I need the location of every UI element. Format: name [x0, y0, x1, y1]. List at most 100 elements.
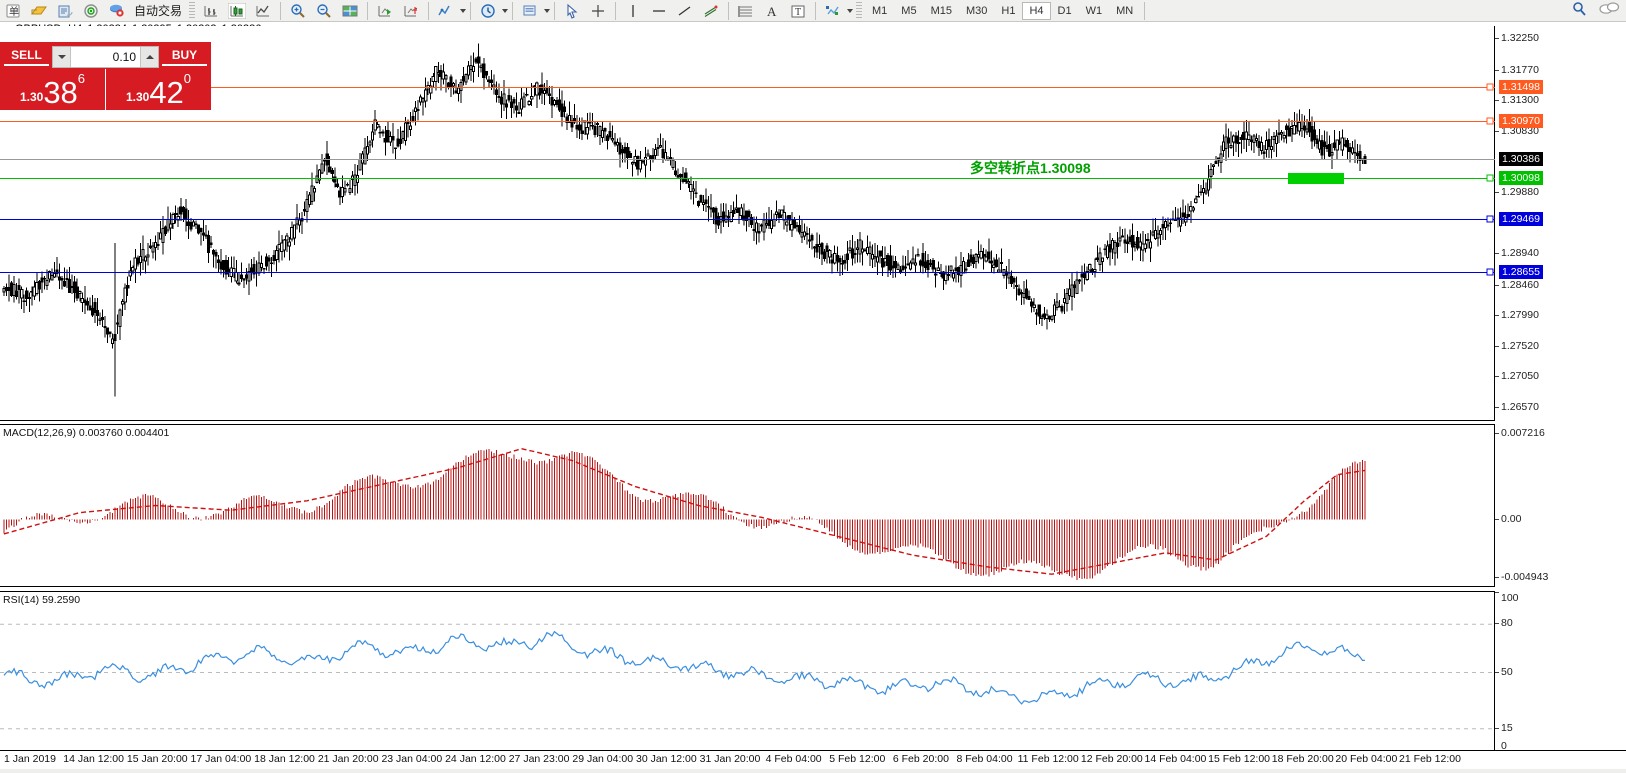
price-axis-tick: 1.31300: [1501, 94, 1539, 107]
level-label-pivot-level[interactable]: 1.30098: [1499, 171, 1543, 186]
rsi-pane[interactable]: RSI(14) 59.2590: [0, 591, 1495, 754]
line-chart-icon[interactable]: [250, 1, 276, 21]
toolbar-sep-2: [367, 1, 369, 20]
period-icon[interactable]: [475, 1, 501, 21]
autotrading-label[interactable]: 自动交易: [134, 4, 183, 18]
toolbar-right-group[interactable]: [1571, 1, 1620, 17]
rsi-axis[interactable]: 100 80 50 15 0: [1495, 591, 1626, 754]
time-axis-label: 31 Jan 20:00: [699, 753, 761, 765]
volume-decrease-button[interactable]: [53, 47, 71, 67]
crosshair-icon[interactable]: [585, 1, 611, 21]
level-label-resistance-lower[interactable]: 1.30970: [1499, 114, 1543, 129]
axis-tick-mark: [1495, 671, 1499, 673]
volume-increase-button[interactable]: [140, 47, 158, 67]
level-handle-resistance-lower[interactable]: [1486, 117, 1494, 125]
grid-icon[interactable]: [337, 1, 363, 21]
fibonacci-icon[interactable]: [733, 1, 759, 21]
toolbar-sep-7: [615, 1, 617, 20]
time-axis-label: 15 Feb 12:00: [1208, 753, 1271, 765]
time-axis-label: 14 Feb 04:00: [1144, 753, 1207, 765]
indicators-icon[interactable]: [433, 1, 459, 21]
time-axis[interactable]: 1 Jan 2019 14 Jan 12:00 15 Jan 20:00 17 Jan…: [0, 750, 1626, 773]
level-line-last-price[interactable]: [0, 159, 1495, 161]
macd-axis[interactable]: 0.007216 0.00 -0.004943: [1495, 424, 1626, 587]
level-label-resistance-upper[interactable]: 1.31498: [1499, 80, 1543, 95]
zoom-in-icon[interactable]: [285, 1, 311, 21]
level-handle-support-lower[interactable]: [1486, 268, 1494, 276]
sell-price-sup: 6: [77, 71, 86, 86]
search-icon[interactable]: [1571, 1, 1588, 17]
news-icon[interactable]: [52, 1, 78, 21]
toolbar-grip-2[interactable]: [856, 1, 863, 20]
bar-chart-icon[interactable]: [198, 1, 224, 21]
signals-icon[interactable]: [78, 1, 104, 21]
timeframe-m30[interactable]: M30: [965, 4, 988, 17]
timeframe-m5[interactable]: M5: [901, 4, 917, 17]
sell-price[interactable]: 1.30 38 6: [0, 69, 106, 110]
time-axis-label: 12 Feb 20:00: [1080, 753, 1143, 765]
level-line-resistance-lower[interactable]: [0, 121, 1495, 123]
chat-icon[interactable]: [1598, 1, 1620, 17]
templates-dropdown-caret[interactable]: [544, 8, 551, 13]
candlestick-chart-icon[interactable]: [224, 1, 250, 21]
vertical-line-icon[interactable]: [620, 1, 646, 21]
market-icon[interactable]: [104, 1, 130, 21]
level-label-support-upper[interactable]: 1.29469: [1499, 211, 1543, 226]
level-handle-resistance-upper[interactable]: [1486, 83, 1494, 91]
level-handle-pivot-level[interactable]: [1486, 174, 1494, 182]
trendline-icon[interactable]: [672, 1, 698, 21]
level-line-support-upper[interactable]: [0, 218, 1495, 220]
templates-icon[interactable]: [517, 1, 543, 21]
buy-price[interactable]: 1.30 42 0: [106, 69, 211, 110]
volume-input[interactable]: 0.10: [112, 50, 136, 64]
zoom-out-icon[interactable]: [311, 1, 337, 21]
horizontal-line-icon[interactable]: [646, 1, 672, 21]
buy-price-big: 42: [149, 75, 184, 110]
time-axis-label: 11 Feb 12:00: [1017, 753, 1079, 765]
level-line-resistance-upper[interactable]: [0, 87, 1495, 89]
objects-dropdown-caret[interactable]: [847, 8, 854, 13]
timeframe-m15[interactable]: M15: [930, 4, 952, 17]
toolbar-sep-4: [470, 1, 472, 20]
buy-button[interactable]: BUY: [162, 48, 207, 66]
main-toolbar[interactable]: 单 自动交易: [0, 0, 1626, 22]
indicators-dropdown-caret[interactable]: [460, 8, 467, 13]
time-axis-label: 18 Feb 20:00: [1271, 753, 1334, 765]
volume-stepper[interactable]: 0.10: [52, 46, 159, 68]
level-line-pivot-level[interactable]: [0, 178, 1495, 180]
axis-tick-mark: [1495, 69, 1499, 71]
timeframe-h4[interactable]: H4: [1022, 1, 1051, 20]
period-dropdown-caret[interactable]: [502, 8, 509, 13]
channel-icon[interactable]: [698, 1, 724, 21]
cursor-icon[interactable]: [559, 1, 585, 21]
sell-button[interactable]: SELL: [4, 48, 49, 66]
timeframe-mn[interactable]: MN: [1116, 4, 1134, 17]
timeframe-d1[interactable]: D1: [1057, 4, 1072, 17]
rsi-axis-tick: 100: [1501, 592, 1519, 604]
axis-tick-mark: [1495, 407, 1499, 409]
timeframe-w1[interactable]: W1: [1085, 4, 1103, 17]
toolbar-grip-1[interactable]: [189, 1, 196, 20]
price-pane[interactable]: [0, 26, 1495, 421]
chart-annotation[interactable]: 多空转折点1.30098: [970, 160, 1091, 177]
autoscroll-icon[interactable]: [372, 1, 398, 21]
level-handle-support-upper[interactable]: [1486, 215, 1494, 223]
timeframe-h1[interactable]: H1: [1001, 4, 1016, 17]
label-icon[interactable]: T: [785, 1, 811, 21]
one-click-trading-panel[interactable]: SELL 0.10 BUY 1.30 38 6 1.30 42 0: [0, 42, 211, 110]
new-order-icon[interactable]: 单: [0, 1, 26, 21]
rsi-axis-tick: 80: [1501, 617, 1513, 630]
chart-area[interactable]: MACD(12,26,9) 0.003760 0.004401 RSI(14) …: [0, 26, 1626, 773]
folder-icon[interactable]: [26, 1, 52, 21]
objects-icon[interactable]: [820, 1, 846, 21]
chart-shift-icon[interactable]: [398, 1, 424, 21]
macd-pane[interactable]: MACD(12,26,9) 0.003760 0.004401: [0, 424, 1495, 587]
level-label-last-price[interactable]: 1.30386: [1499, 152, 1543, 167]
level-line-support-lower[interactable]: [0, 271, 1495, 273]
level-label-support-lower[interactable]: 1.28655: [1499, 264, 1543, 279]
timeframe-m1[interactable]: M1: [872, 4, 888, 17]
rsi-axis-tick: 50: [1501, 665, 1513, 678]
time-axis-label: 5 Feb 12:00: [829, 753, 886, 765]
text-icon[interactable]: A: [759, 1, 785, 21]
status-bar: [0, 769, 1626, 773]
